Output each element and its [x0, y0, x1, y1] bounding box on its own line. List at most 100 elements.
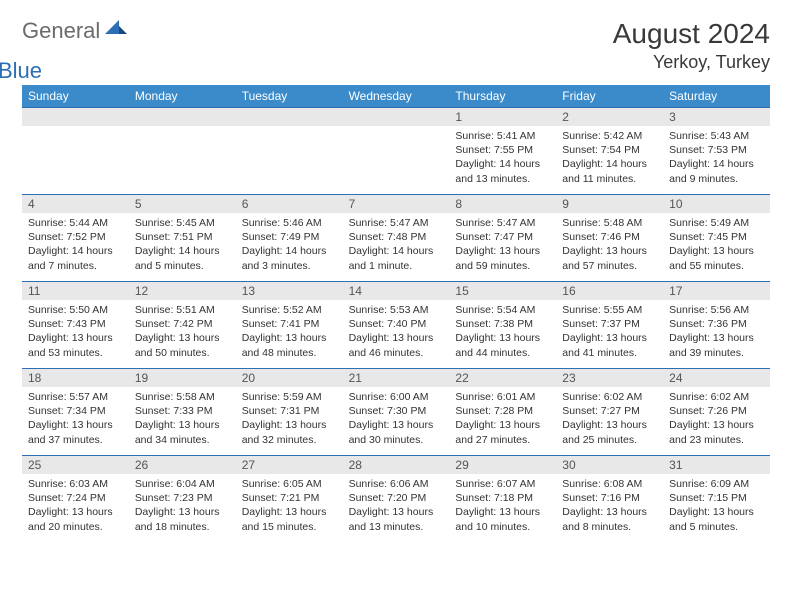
sunrise-line: Sunrise: 5:49 AM: [669, 216, 764, 230]
day-cell: [343, 108, 450, 194]
day-details: Sunrise: 5:58 AMSunset: 7:33 PMDaylight:…: [129, 387, 236, 451]
sunset-line: Sunset: 7:42 PM: [135, 317, 230, 331]
day-cell: 16Sunrise: 5:55 AMSunset: 7:37 PMDayligh…: [556, 282, 663, 368]
day-details: Sunrise: 5:50 AMSunset: 7:43 PMDaylight:…: [22, 300, 129, 364]
sunset-line: Sunset: 7:34 PM: [28, 404, 123, 418]
day-number: 17: [663, 282, 770, 300]
day-number: 10: [663, 195, 770, 213]
title-block: August 2024 Yerkoy, Turkey: [613, 18, 770, 73]
day-cell: 6Sunrise: 5:46 AMSunset: 7:49 PMDaylight…: [236, 195, 343, 281]
sunset-line: Sunset: 7:21 PM: [242, 491, 337, 505]
sunset-line: Sunset: 7:33 PM: [135, 404, 230, 418]
day-details: Sunrise: 5:45 AMSunset: 7:51 PMDaylight:…: [129, 213, 236, 277]
day-number: 23: [556, 369, 663, 387]
day-number: 11: [22, 282, 129, 300]
day-cell: [22, 108, 129, 194]
day-details: Sunrise: 6:01 AMSunset: 7:28 PMDaylight:…: [449, 387, 556, 451]
sunrise-line: Sunrise: 6:06 AM: [349, 477, 444, 491]
day-details: Sunrise: 5:52 AMSunset: 7:41 PMDaylight:…: [236, 300, 343, 364]
sunrise-line: Sunrise: 5:43 AM: [669, 129, 764, 143]
day-details: Sunrise: 6:00 AMSunset: 7:30 PMDaylight:…: [343, 387, 450, 451]
day-cell: 21Sunrise: 6:00 AMSunset: 7:30 PMDayligh…: [343, 369, 450, 455]
daylight-line: Daylight: 14 hours and 11 minutes.: [562, 157, 657, 185]
day-details: Sunrise: 5:44 AMSunset: 7:52 PMDaylight:…: [22, 213, 129, 277]
day-details: Sunrise: 5:56 AMSunset: 7:36 PMDaylight:…: [663, 300, 770, 364]
day-number: 30: [556, 456, 663, 474]
day-number: [343, 108, 450, 126]
calendar-grid: Sunday Monday Tuesday Wednesday Thursday…: [22, 85, 770, 542]
sunrise-line: Sunrise: 5:50 AM: [28, 303, 123, 317]
sunset-line: Sunset: 7:16 PM: [562, 491, 657, 505]
sunset-line: Sunset: 7:55 PM: [455, 143, 550, 157]
day-details: Sunrise: 5:47 AMSunset: 7:48 PMDaylight:…: [343, 213, 450, 277]
sunset-line: Sunset: 7:52 PM: [28, 230, 123, 244]
day-cell: 11Sunrise: 5:50 AMSunset: 7:43 PMDayligh…: [22, 282, 129, 368]
sunrise-line: Sunrise: 6:05 AM: [242, 477, 337, 491]
day-details: Sunrise: 5:42 AMSunset: 7:54 PMDaylight:…: [556, 126, 663, 190]
day-number: 19: [129, 369, 236, 387]
day-number: 26: [129, 456, 236, 474]
sunset-line: Sunset: 7:40 PM: [349, 317, 444, 331]
sunset-line: Sunset: 7:48 PM: [349, 230, 444, 244]
sunrise-line: Sunrise: 6:07 AM: [455, 477, 550, 491]
calendar-page: General Blue August 2024 Yerkoy, Turkey …: [0, 0, 792, 560]
day-details: [236, 126, 343, 133]
day-number: 16: [556, 282, 663, 300]
day-details: Sunrise: 5:46 AMSunset: 7:49 PMDaylight:…: [236, 213, 343, 277]
sunrise-line: Sunrise: 5:48 AM: [562, 216, 657, 230]
week-row: 25Sunrise: 6:03 AMSunset: 7:24 PMDayligh…: [22, 455, 770, 542]
day-cell: 8Sunrise: 5:47 AMSunset: 7:47 PMDaylight…: [449, 195, 556, 281]
daylight-line: Daylight: 13 hours and 20 minutes.: [28, 505, 123, 533]
sunset-line: Sunset: 7:53 PM: [669, 143, 764, 157]
daylight-line: Daylight: 13 hours and 44 minutes.: [455, 331, 550, 359]
day-number: 8: [449, 195, 556, 213]
weekday-header-row: Sunday Monday Tuesday Wednesday Thursday…: [22, 85, 770, 107]
day-details: Sunrise: 5:55 AMSunset: 7:37 PMDaylight:…: [556, 300, 663, 364]
day-details: Sunrise: 5:48 AMSunset: 7:46 PMDaylight:…: [556, 213, 663, 277]
day-number: 7: [343, 195, 450, 213]
daylight-line: Daylight: 13 hours and 57 minutes.: [562, 244, 657, 272]
sunset-line: Sunset: 7:45 PM: [669, 230, 764, 244]
sunrise-line: Sunrise: 5:52 AM: [242, 303, 337, 317]
day-number: 20: [236, 369, 343, 387]
day-cell: 24Sunrise: 6:02 AMSunset: 7:26 PMDayligh…: [663, 369, 770, 455]
day-cell: 19Sunrise: 5:58 AMSunset: 7:33 PMDayligh…: [129, 369, 236, 455]
sunrise-line: Sunrise: 6:08 AM: [562, 477, 657, 491]
month-title: August 2024: [613, 18, 770, 50]
page-header: General Blue August 2024 Yerkoy, Turkey: [22, 18, 770, 73]
day-details: Sunrise: 6:03 AMSunset: 7:24 PMDaylight:…: [22, 474, 129, 538]
day-number: 1: [449, 108, 556, 126]
day-number: 31: [663, 456, 770, 474]
sunrise-line: Sunrise: 6:02 AM: [562, 390, 657, 404]
day-number: 9: [556, 195, 663, 213]
daylight-line: Daylight: 13 hours and 23 minutes.: [669, 418, 764, 446]
day-cell: 28Sunrise: 6:06 AMSunset: 7:20 PMDayligh…: [343, 456, 450, 542]
day-details: Sunrise: 5:49 AMSunset: 7:45 PMDaylight:…: [663, 213, 770, 277]
day-number: 27: [236, 456, 343, 474]
day-cell: 12Sunrise: 5:51 AMSunset: 7:42 PMDayligh…: [129, 282, 236, 368]
sunrise-line: Sunrise: 5:45 AM: [135, 216, 230, 230]
day-details: Sunrise: 6:05 AMSunset: 7:21 PMDaylight:…: [236, 474, 343, 538]
daylight-line: Daylight: 13 hours and 30 minutes.: [349, 418, 444, 446]
sunrise-line: Sunrise: 6:00 AM: [349, 390, 444, 404]
day-details: Sunrise: 5:59 AMSunset: 7:31 PMDaylight:…: [236, 387, 343, 451]
daylight-line: Daylight: 14 hours and 9 minutes.: [669, 157, 764, 185]
day-number: 6: [236, 195, 343, 213]
day-details: Sunrise: 6:07 AMSunset: 7:18 PMDaylight:…: [449, 474, 556, 538]
daylight-line: Daylight: 13 hours and 10 minutes.: [455, 505, 550, 533]
sunrise-line: Sunrise: 5:47 AM: [455, 216, 550, 230]
day-number: 29: [449, 456, 556, 474]
sunrise-line: Sunrise: 6:01 AM: [455, 390, 550, 404]
daylight-line: Daylight: 13 hours and 34 minutes.: [135, 418, 230, 446]
sunset-line: Sunset: 7:31 PM: [242, 404, 337, 418]
day-details: Sunrise: 5:51 AMSunset: 7:42 PMDaylight:…: [129, 300, 236, 364]
day-number: 15: [449, 282, 556, 300]
sunrise-line: Sunrise: 5:53 AM: [349, 303, 444, 317]
day-cell: 9Sunrise: 5:48 AMSunset: 7:46 PMDaylight…: [556, 195, 663, 281]
sunset-line: Sunset: 7:28 PM: [455, 404, 550, 418]
sunrise-line: Sunrise: 5:58 AM: [135, 390, 230, 404]
day-cell: 7Sunrise: 5:47 AMSunset: 7:48 PMDaylight…: [343, 195, 450, 281]
sunset-line: Sunset: 7:20 PM: [349, 491, 444, 505]
week-row: 4Sunrise: 5:44 AMSunset: 7:52 PMDaylight…: [22, 194, 770, 281]
day-cell: 30Sunrise: 6:08 AMSunset: 7:16 PMDayligh…: [556, 456, 663, 542]
